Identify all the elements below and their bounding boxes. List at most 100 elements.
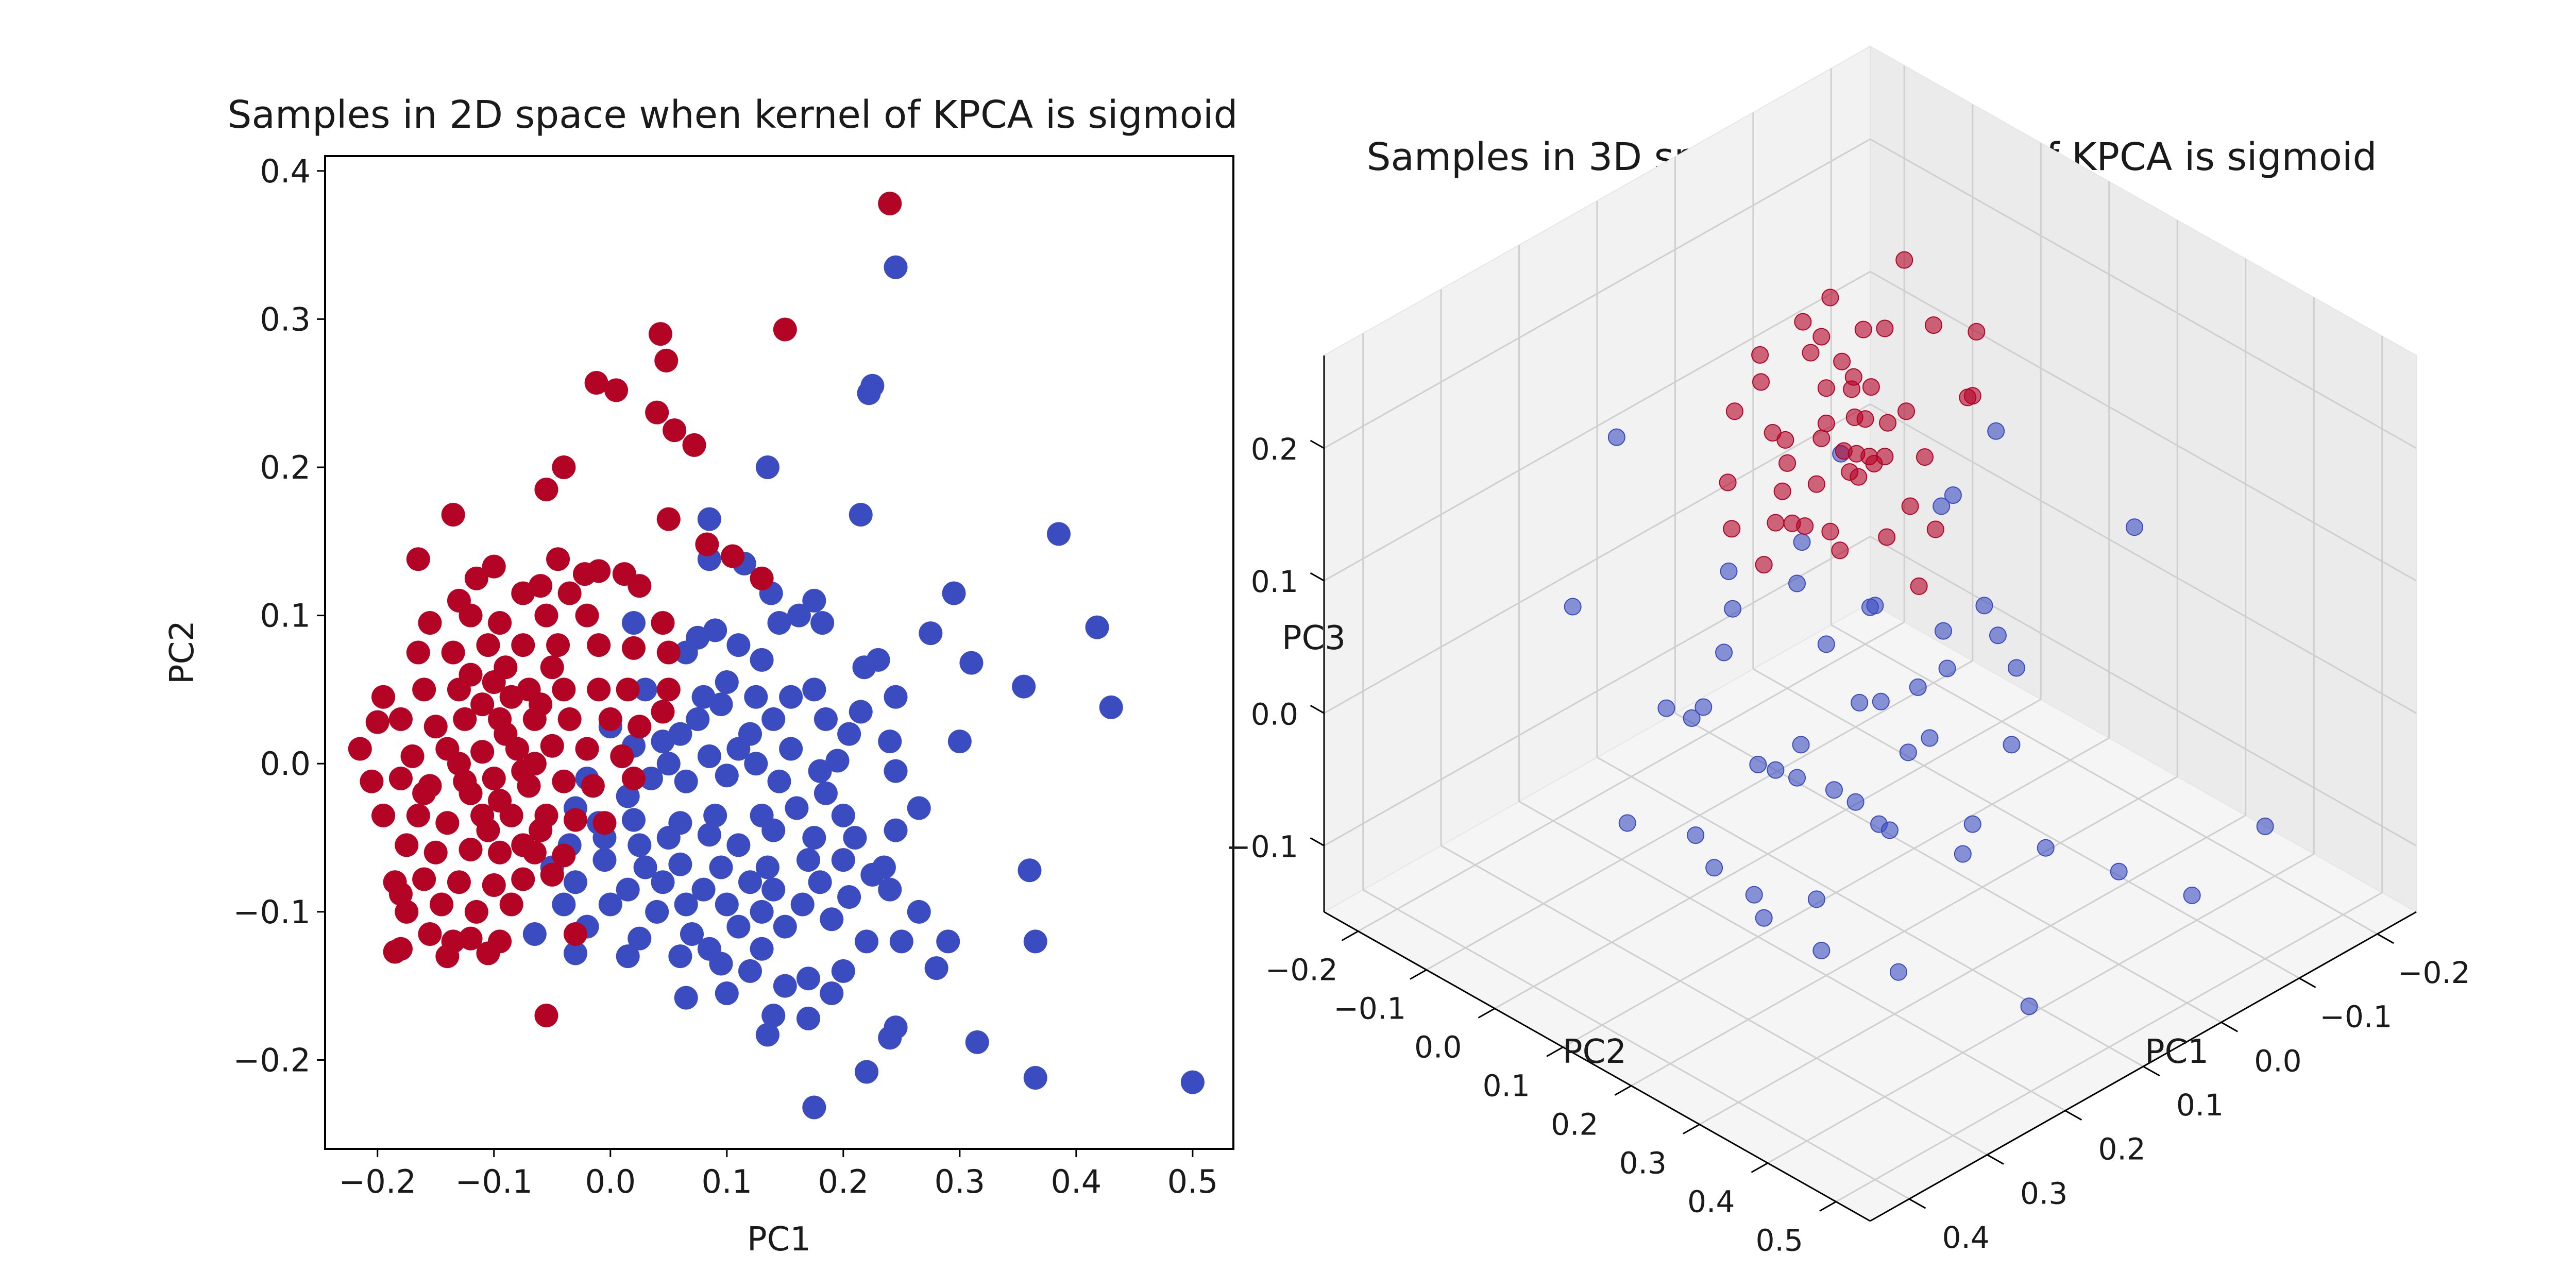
data-point bbox=[907, 796, 931, 820]
data-point bbox=[1752, 373, 1770, 391]
data-point bbox=[884, 818, 908, 842]
z-tick-mark bbox=[1310, 837, 1325, 846]
data-point bbox=[552, 677, 576, 702]
data-point bbox=[540, 734, 564, 758]
data-point bbox=[831, 803, 855, 827]
data-point bbox=[726, 833, 751, 857]
data-point bbox=[715, 981, 739, 1006]
x-tick-mark bbox=[1341, 930, 1359, 941]
data-point bbox=[855, 929, 879, 954]
data-point bbox=[575, 603, 599, 628]
x-tick-label: 0.0 bbox=[1414, 1030, 1462, 1065]
data-point bbox=[703, 803, 727, 827]
data-point bbox=[1618, 814, 1636, 832]
x-tick-label: 0.0 bbox=[585, 1163, 636, 1200]
data-point bbox=[470, 692, 495, 717]
data-point bbox=[1938, 659, 1956, 677]
data-point bbox=[400, 744, 425, 768]
grid-line bbox=[1440, 845, 1988, 1156]
data-point bbox=[628, 715, 652, 739]
data-point bbox=[459, 781, 483, 805]
data-point bbox=[2183, 886, 2201, 904]
data-point bbox=[418, 922, 442, 946]
data-point bbox=[761, 1004, 786, 1028]
data-point bbox=[628, 833, 652, 857]
data-point bbox=[697, 823, 721, 847]
data-point bbox=[552, 892, 576, 917]
data-point bbox=[584, 371, 608, 395]
data-point bbox=[552, 769, 576, 793]
grid-line bbox=[1324, 270, 1871, 582]
chart-2d-x-axis-label: PC1 bbox=[747, 1221, 811, 1259]
data-point bbox=[563, 808, 587, 832]
data-point bbox=[1812, 942, 1831, 959]
data-point bbox=[654, 348, 679, 372]
data-point bbox=[470, 740, 495, 764]
data-point bbox=[1794, 313, 1812, 331]
data-point bbox=[884, 685, 908, 709]
data-point bbox=[540, 862, 564, 887]
data-point bbox=[1843, 380, 1861, 398]
chart-3d-points bbox=[1564, 251, 2274, 1015]
data-point bbox=[395, 833, 419, 857]
data-point bbox=[511, 581, 535, 605]
data-point bbox=[1880, 821, 1899, 839]
data-point bbox=[814, 707, 838, 731]
data-point bbox=[1719, 473, 1737, 492]
y-tick-mark bbox=[1908, 1198, 1926, 1209]
grid-line bbox=[1870, 403, 2417, 714]
data-point bbox=[482, 873, 506, 897]
data-point bbox=[715, 764, 739, 788]
data-point bbox=[656, 677, 681, 702]
data-point bbox=[1866, 597, 1884, 615]
data-point bbox=[1901, 497, 1919, 515]
data-point bbox=[852, 655, 876, 680]
data-point bbox=[621, 808, 646, 832]
data-point bbox=[383, 940, 407, 964]
data-point bbox=[802, 1095, 826, 1120]
data-point bbox=[936, 929, 960, 954]
data-point bbox=[1954, 845, 1972, 863]
data-point bbox=[1773, 482, 1791, 500]
data-point bbox=[360, 769, 384, 793]
x-tick-label: −0.1 bbox=[1333, 991, 1406, 1026]
data-point bbox=[406, 803, 430, 827]
data-point bbox=[573, 562, 597, 586]
data-point bbox=[857, 381, 881, 405]
data-point bbox=[1745, 886, 1763, 904]
data-point bbox=[656, 826, 681, 850]
data-point bbox=[534, 603, 558, 628]
data-point bbox=[1807, 475, 1825, 493]
data-point bbox=[540, 655, 564, 680]
data-point bbox=[476, 818, 500, 842]
y-tick-label: 0.2 bbox=[260, 449, 311, 486]
data-point bbox=[459, 926, 483, 951]
data-point bbox=[750, 900, 774, 924]
data-point bbox=[889, 929, 913, 954]
data-point bbox=[1833, 352, 1851, 370]
data-point bbox=[1817, 635, 1835, 653]
data-point bbox=[695, 532, 719, 556]
data-point bbox=[1749, 755, 1767, 773]
data-point bbox=[1720, 562, 1738, 580]
data-point bbox=[674, 892, 698, 917]
data-point bbox=[878, 730, 902, 754]
data-point bbox=[1755, 909, 1773, 927]
data-point bbox=[395, 900, 419, 924]
z-tick-mark bbox=[1310, 439, 1325, 449]
data-point bbox=[703, 618, 727, 642]
data-point bbox=[534, 478, 558, 502]
data-point bbox=[820, 981, 844, 1006]
data-point bbox=[482, 766, 506, 790]
data-point bbox=[447, 752, 471, 776]
data-point bbox=[499, 685, 523, 709]
data-point bbox=[412, 781, 436, 805]
data-point bbox=[598, 707, 622, 731]
data-point bbox=[1046, 522, 1071, 546]
data-point bbox=[488, 840, 512, 865]
data-point bbox=[435, 944, 460, 969]
data-point bbox=[1968, 323, 1986, 341]
data-point bbox=[418, 611, 442, 635]
data-point bbox=[1023, 1065, 1047, 1090]
y-tick-label: 0.0 bbox=[2254, 1043, 2301, 1078]
